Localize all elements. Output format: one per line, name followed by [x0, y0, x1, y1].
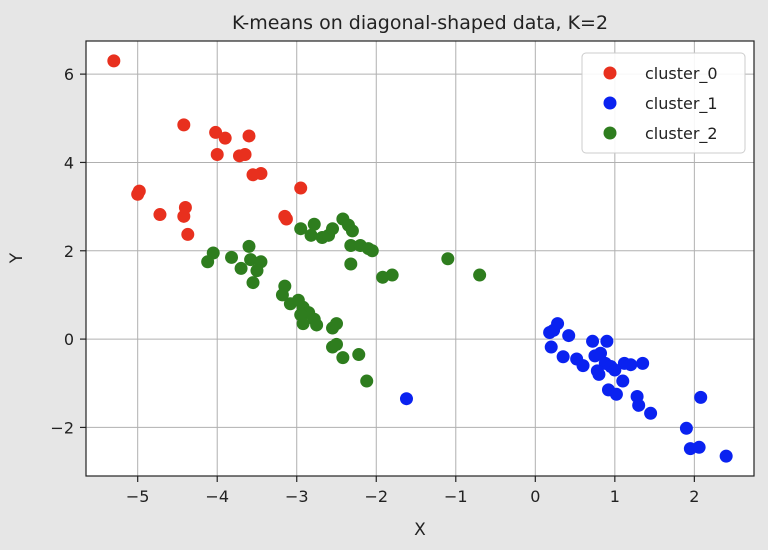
- cluster_1-point: [586, 334, 600, 348]
- cluster_1-point: [600, 334, 614, 348]
- cluster_2-point: [234, 261, 248, 275]
- cluster_1-point: [694, 390, 708, 404]
- y-tick-label: 2: [64, 242, 74, 261]
- cluster_0-point: [107, 54, 121, 68]
- cluster_2-point: [441, 252, 455, 266]
- cluster_2-point: [473, 268, 487, 282]
- cluster_2-point: [250, 264, 264, 278]
- cluster_1-point: [679, 421, 693, 435]
- cluster_2-point: [344, 257, 358, 271]
- legend-marker-cluster_2: [603, 126, 617, 140]
- cluster_0-point: [131, 187, 145, 201]
- cluster_1-point: [608, 363, 622, 377]
- x-tick-label: 1: [610, 487, 620, 506]
- cluster_0-point: [279, 212, 293, 226]
- cluster_0-point: [242, 129, 256, 143]
- legend-label-cluster_1: cluster_1: [645, 94, 718, 114]
- cluster_0-point: [254, 166, 268, 180]
- y-tick-label: −2: [50, 418, 74, 437]
- cluster_2-point: [310, 318, 324, 332]
- cluster_0-point: [153, 208, 167, 222]
- cluster_2-point: [326, 222, 340, 236]
- legend-marker-cluster_1: [603, 96, 617, 110]
- x-tick-label: −4: [205, 487, 229, 506]
- cluster_2-point: [225, 250, 239, 264]
- x-tick-label: −5: [126, 487, 150, 506]
- cluster_2-point: [244, 253, 258, 267]
- cluster_2-point: [365, 244, 379, 258]
- x-tick-label: −2: [364, 487, 388, 506]
- x-tick-label: −1: [444, 487, 468, 506]
- cluster_1-point: [544, 340, 558, 354]
- cluster_1-point: [556, 350, 570, 364]
- y-axis-label: Y: [7, 252, 27, 264]
- cluster_2-point: [275, 288, 289, 302]
- scatter-points: [107, 54, 733, 463]
- cluster_1-point: [636, 356, 650, 370]
- cluster_2-point: [352, 348, 366, 362]
- cluster_1-point: [576, 359, 590, 373]
- x-tick-label: 0: [530, 487, 540, 506]
- axis-ticks: −5 −4 −3 −2 −1 0 1 2 −2 0 2 4 6: [50, 65, 699, 506]
- cluster_2-point: [304, 228, 318, 242]
- chart-title: K-means on diagonal-shaped data, K=2: [232, 12, 608, 34]
- cluster_0-point: [181, 227, 195, 241]
- cluster_0-point: [210, 147, 224, 161]
- cluster_0-point: [294, 181, 308, 195]
- plot-frame: [85, 40, 755, 477]
- cluster_1-point: [632, 398, 646, 412]
- cluster_1-point: [543, 325, 557, 339]
- x-tick-label: −3: [285, 487, 309, 506]
- cluster_0-point: [177, 118, 191, 132]
- cluster_2-point: [344, 238, 358, 252]
- cluster_1-point: [692, 440, 706, 454]
- y-tick-label: 0: [64, 330, 74, 349]
- cluster_1-point: [644, 406, 658, 420]
- cluster_2-point: [345, 224, 359, 238]
- grid: [86, 41, 754, 476]
- cluster_0-point: [177, 209, 191, 223]
- cluster_2-point: [336, 351, 350, 365]
- legend-box: [581, 52, 746, 154]
- x-tick-label: 2: [689, 487, 699, 506]
- cluster_0-point: [218, 131, 232, 145]
- legend-marker-cluster_0: [603, 66, 617, 80]
- cluster_2-point: [296, 317, 310, 331]
- cluster_1-point: [594, 346, 608, 360]
- cluster_1-point: [616, 374, 630, 388]
- cluster_2-point: [246, 276, 260, 290]
- cluster_2-point: [330, 337, 343, 351]
- cluster_0-point: [209, 125, 223, 139]
- legend-label-cluster_2: cluster_2: [645, 124, 718, 144]
- cluster_1-point: [609, 387, 623, 401]
- cluster_1-point: [719, 449, 733, 463]
- cluster_1-point: [592, 367, 606, 381]
- cluster_1-point: [624, 358, 638, 372]
- cluster_2-point: [360, 374, 374, 388]
- cluster_1-point: [562, 329, 576, 343]
- cluster_0-point: [238, 147, 252, 161]
- legend-label-cluster_0: cluster_0: [645, 64, 718, 84]
- legend: cluster_0 cluster_1 cluster_2: [581, 52, 746, 154]
- cluster_1-point: [399, 392, 413, 406]
- y-tick-label: 4: [64, 153, 74, 172]
- x-axis-label: X: [414, 520, 426, 540]
- y-tick-label: 6: [64, 65, 74, 84]
- cluster_2-point: [307, 217, 321, 231]
- cluster_2-point: [242, 239, 256, 253]
- cluster_2-point: [201, 255, 215, 269]
- cluster_2-point: [294, 222, 308, 236]
- cluster_2-point: [385, 268, 399, 282]
- cluster_2-point: [330, 317, 343, 331]
